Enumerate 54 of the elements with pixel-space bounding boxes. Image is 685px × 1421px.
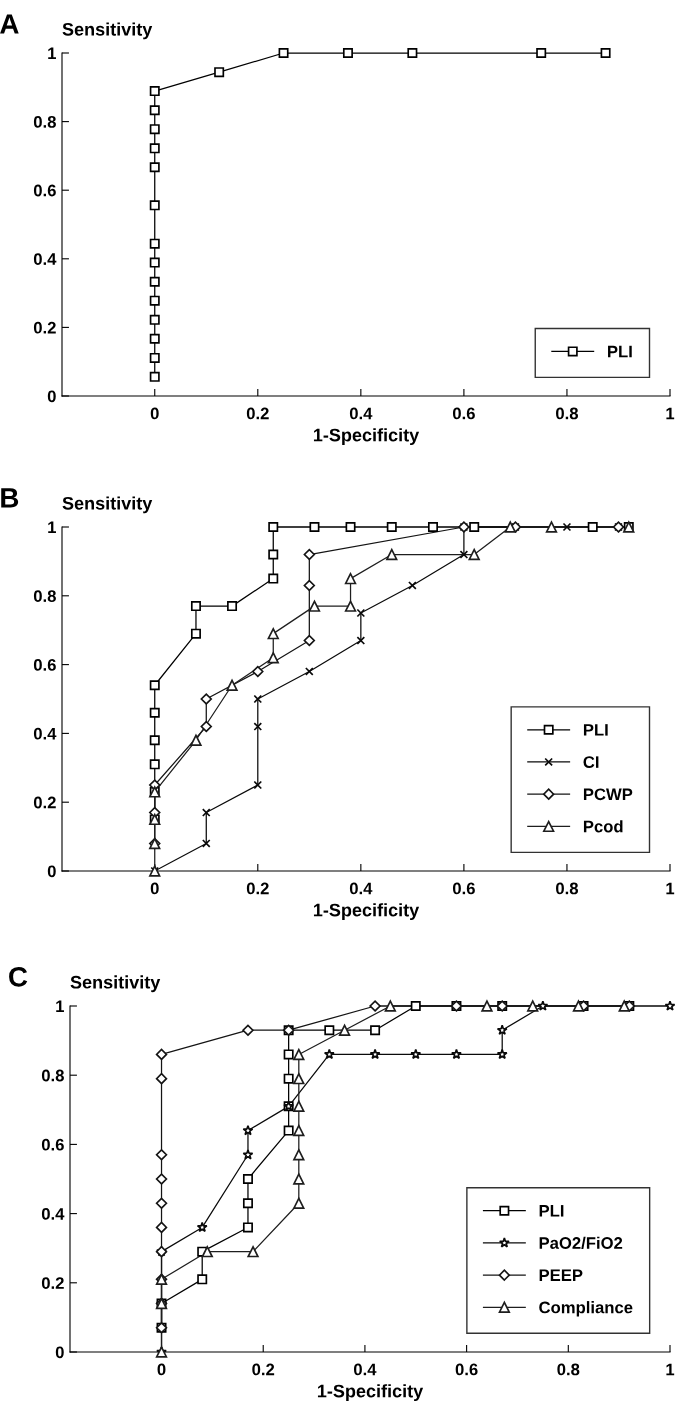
x-tick-label: 0 bbox=[157, 1363, 166, 1376]
x-tick-label: 0.2 bbox=[246, 882, 269, 895]
y-axis-title: Sensitivity bbox=[62, 496, 153, 514]
y-axis-title: Sensitivity bbox=[62, 22, 153, 40]
y-tick-label: 0.6 bbox=[33, 659, 56, 671]
x-tick-label: 0.6 bbox=[455, 1363, 478, 1376]
legend-label: Compliance bbox=[539, 1301, 633, 1317]
y-tick-label: 0 bbox=[47, 865, 56, 878]
y-tick-label: 0.8 bbox=[33, 590, 56, 602]
legend-label: Pcod bbox=[583, 820, 623, 833]
legend-label: PLI bbox=[608, 345, 632, 358]
legend-label: PLI bbox=[539, 1205, 564, 1217]
y-tick-label: 1 bbox=[48, 521, 56, 534]
y-tick-label: 1 bbox=[48, 47, 56, 60]
x-tick-label: 1 bbox=[666, 407, 675, 420]
x-axis-title: 1-Specificity bbox=[317, 1384, 424, 1402]
y-tick-label: 0.2 bbox=[33, 321, 56, 334]
y-tick-label: 0.8 bbox=[33, 116, 56, 128]
x-tick-label: 0 bbox=[150, 407, 159, 420]
y-axis-title: Sensitivity bbox=[70, 975, 161, 993]
y-tick-label: 0.6 bbox=[41, 1138, 64, 1151]
chart-title: B bbox=[1, 488, 19, 508]
x-tick-label: 0.8 bbox=[557, 1363, 580, 1376]
legend-label: PEEP bbox=[539, 1269, 583, 1281]
y-tick-label: 0.6 bbox=[33, 184, 56, 197]
x-tick-label: 1 bbox=[666, 1363, 675, 1376]
y-tick-label: 0 bbox=[47, 390, 56, 403]
legend-label: PLI bbox=[583, 724, 608, 736]
y-tick-label: 0.4 bbox=[33, 727, 57, 740]
x-axis-title: 1-Specificity bbox=[313, 428, 420, 446]
x-tick-label: 0.4 bbox=[349, 407, 373, 420]
y-tick-label: 0.2 bbox=[33, 796, 56, 809]
x-tick-label: 0.8 bbox=[556, 407, 579, 420]
x-tick-label: 0.2 bbox=[252, 1363, 275, 1376]
y-tick-label: 1 bbox=[56, 1000, 64, 1013]
x-tick-label: 0.6 bbox=[452, 882, 475, 895]
chart-title: C bbox=[9, 967, 28, 987]
chart-title: A bbox=[0, 14, 19, 34]
y-tick-label: 0 bbox=[55, 1346, 64, 1359]
legend-label: CI bbox=[583, 756, 599, 768]
y-tick-label: 0.8 bbox=[41, 1069, 64, 1082]
x-tick-label: 0.4 bbox=[353, 1363, 377, 1376]
x-tick-label: 0.4 bbox=[349, 882, 373, 895]
x-tick-label: 0.6 bbox=[452, 407, 475, 420]
y-tick-label: 0.4 bbox=[33, 253, 57, 265]
legend-label: PaO2/FiO2 bbox=[539, 1236, 623, 1250]
x-tick-label: 0 bbox=[150, 882, 159, 895]
y-tick-label: 0.2 bbox=[41, 1277, 64, 1289]
y-tick-label: 0.4 bbox=[41, 1208, 65, 1220]
x-tick-label: 0.8 bbox=[556, 882, 579, 895]
x-axis-title: 1-Specificity bbox=[313, 903, 420, 921]
legend-label: PCWP bbox=[583, 788, 633, 801]
x-tick-label: 1 bbox=[666, 882, 675, 895]
x-tick-label: 0.2 bbox=[246, 407, 269, 420]
